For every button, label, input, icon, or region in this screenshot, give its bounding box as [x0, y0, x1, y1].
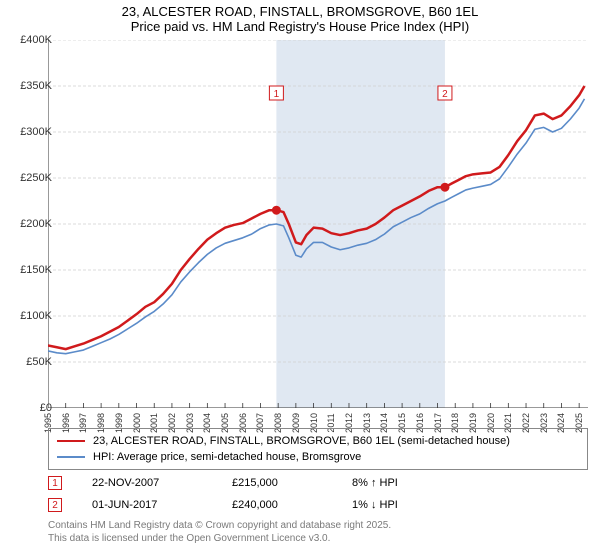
- marker-num-1: 1: [48, 476, 62, 490]
- title-block: 23, ALCESTER ROAD, FINSTALL, BROMSGROVE,…: [0, 0, 600, 34]
- chart-area: 12: [48, 40, 588, 408]
- title-line-2: Price paid vs. HM Land Registry's House …: [0, 19, 600, 34]
- chart-container: 23, ALCESTER ROAD, FINSTALL, BROMSGROVE,…: [0, 0, 600, 560]
- y-tick-label: £50K: [26, 356, 52, 368]
- legend-label-property: 23, ALCESTER ROAD, FINSTALL, BROMSGROVE,…: [93, 435, 510, 447]
- y-tick-label: £200K: [20, 218, 52, 230]
- y-tick-label: £400K: [20, 34, 52, 46]
- legend-row-property: 23, ALCESTER ROAD, FINSTALL, BROMSGROVE,…: [57, 433, 579, 449]
- marker-hpi-2: 1% ↓ HPI: [352, 499, 472, 511]
- marker-date-1: 22-NOV-2007: [92, 477, 232, 489]
- y-tick-label: £350K: [20, 80, 52, 92]
- marker-price-2: £240,000: [232, 499, 352, 511]
- chart-svg: 12: [48, 40, 588, 408]
- svg-text:1: 1: [274, 89, 280, 100]
- y-tick-label: £250K: [20, 172, 52, 184]
- marker-date-2: 01-JUN-2017: [92, 499, 232, 511]
- legend-swatch-property: [57, 440, 85, 443]
- footer-line-2: This data is licensed under the Open Gov…: [48, 533, 588, 546]
- marker-row-2: 2 01-JUN-2017 £240,000 1% ↓ HPI: [48, 494, 588, 516]
- legend-box: 23, ALCESTER ROAD, FINSTALL, BROMSGROVE,…: [48, 428, 588, 470]
- legend-swatch-hpi: [57, 456, 85, 458]
- marker-num-2: 2: [48, 498, 62, 512]
- title-line-1: 23, ALCESTER ROAD, FINSTALL, BROMSGROVE,…: [0, 4, 600, 19]
- legend-label-hpi: HPI: Average price, semi-detached house,…: [93, 451, 361, 463]
- footer-line-1: Contains HM Land Registry data © Crown c…: [48, 520, 588, 533]
- y-tick-label: £100K: [20, 310, 52, 322]
- legend-row-hpi: HPI: Average price, semi-detached house,…: [57, 449, 579, 465]
- footer: Contains HM Land Registry data © Crown c…: [48, 520, 588, 545]
- marker-hpi-1: 8% ↑ HPI: [352, 477, 472, 489]
- y-tick-label: £300K: [20, 126, 52, 138]
- markers-block: 1 22-NOV-2007 £215,000 8% ↑ HPI 2 01-JUN…: [48, 472, 588, 516]
- y-tick-label: £150K: [20, 264, 52, 276]
- marker-row-1: 1 22-NOV-2007 £215,000 8% ↑ HPI: [48, 472, 588, 494]
- marker-price-1: £215,000: [232, 477, 352, 489]
- svg-text:2: 2: [442, 89, 448, 100]
